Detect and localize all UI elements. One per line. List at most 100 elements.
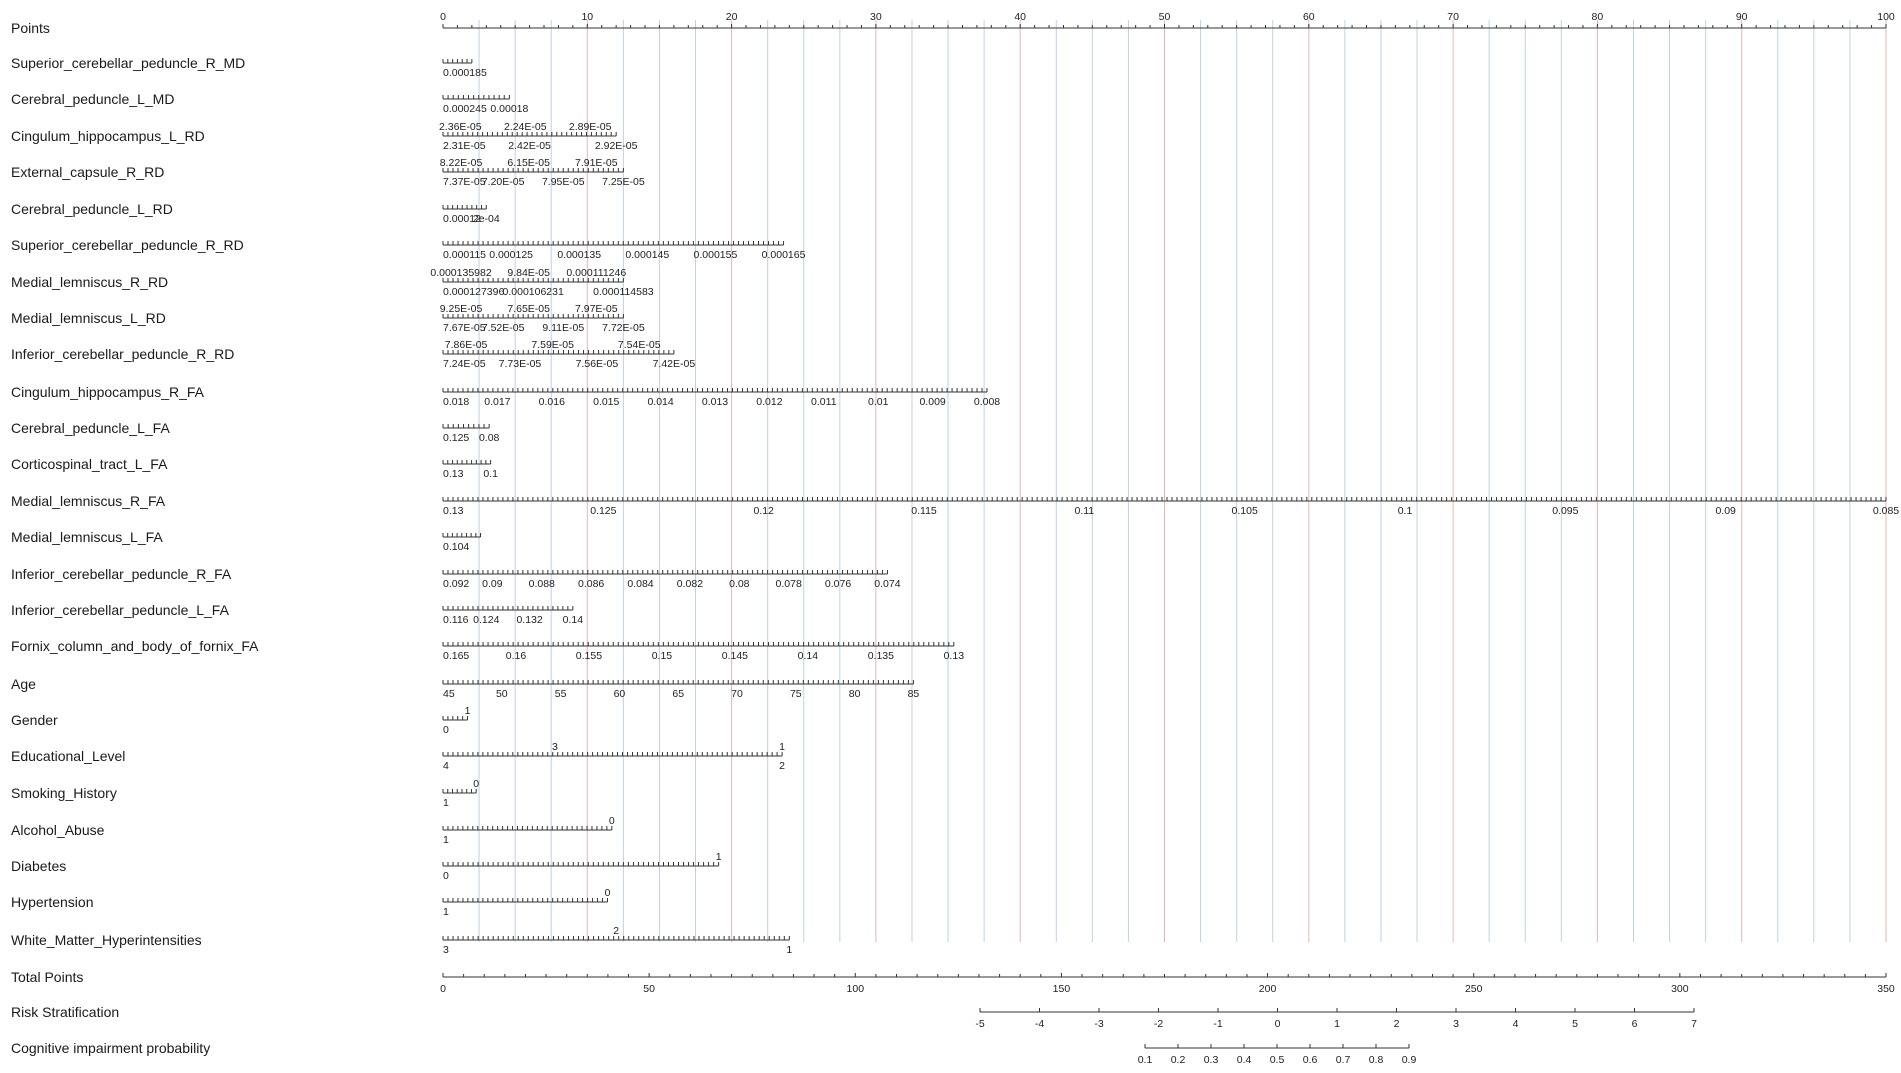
variable-label: Superior_cerebellar_peduncle_R_RD: [11, 237, 244, 253]
tick-label-below: 0.000135: [557, 249, 601, 261]
tick-label-below: 0: [443, 870, 449, 882]
row-points: Points 0 10 20 30 40 50 60 70 80 90 100: [11, 11, 1895, 36]
tick-label-below: 0.1: [1398, 505, 1413, 517]
row-age: Age 45 50 55 60 65 70 75 80 85: [11, 676, 919, 700]
tick-label: 0.5: [1270, 1054, 1285, 1066]
tick-label: 0.7: [1336, 1054, 1351, 1066]
tick-label-above: 2.89E-05: [569, 121, 612, 133]
tick-label-below: 0.15: [652, 650, 673, 662]
tick-label: 6: [1632, 1018, 1638, 1030]
tick-label-below: 0.00018: [490, 103, 528, 115]
variable-label: Smoking_History: [11, 785, 117, 801]
row-cingulum-hippocampus-l-rd: Cingulum_hippocampus_L_RD 2.31E-05 2.42E-0…: [11, 121, 638, 152]
row-cognitive-impairment-probability: Cognitive impairment probability 0.1 0.2 0.…: [11, 1040, 1416, 1066]
tick-label-below: 0.155: [576, 650, 602, 662]
tick-label-below: 7.25E-05: [602, 176, 645, 188]
tick-label: 350: [1877, 983, 1895, 995]
tick-label: 200: [1259, 983, 1277, 995]
tick-label-above: 3: [552, 741, 558, 753]
tick-label-above: 7.91E-05: [575, 157, 618, 169]
variable-label: Cingulum_hippocampus_R_FA: [11, 384, 205, 400]
tick-label-below: 7.72E-05: [602, 322, 645, 334]
tick-label-below: 0.017: [484, 396, 510, 408]
row-superior-cerebellar-peduncle-r-rd: Superior_cerebellar_peduncle_R_RD 0.00011…: [11, 237, 806, 261]
tick-label: 0.3: [1204, 1054, 1219, 1066]
tick-label-below: 0.145: [722, 650, 748, 662]
tick-label: 90: [1736, 11, 1748, 23]
tick-label-below: 0.12: [753, 505, 774, 517]
tick-label: 4: [1513, 1018, 1519, 1030]
variable-label: Hypertension: [11, 894, 94, 910]
tick-label-below: 0.08: [479, 432, 500, 444]
tick-label: 150: [1053, 983, 1071, 995]
tick-label-below: 9.11E-05: [542, 322, 584, 334]
tick-label-above: 2.36E-05: [439, 121, 482, 133]
tick-label-below: 0.11: [1074, 505, 1094, 517]
tick-label-below: 7.56E-05: [576, 358, 619, 370]
tick-label-below: 0.078: [776, 578, 802, 590]
row-cerebral-peduncle-l-fa: Cerebral_peduncle_L_FA 0.125 0.08: [11, 420, 500, 444]
variable-label: Fornix_column_and_body_of_fornix_FA: [11, 638, 259, 654]
row-diabetes: Diabetes 0 1: [11, 851, 722, 882]
tick-label-below: 7.42E-05: [653, 358, 696, 370]
tick-label-below: 0.104: [443, 541, 469, 553]
tick-label: 3: [1453, 1018, 1459, 1030]
tick-label-below: 2.31E-05: [443, 140, 486, 152]
tick-label-below: 85: [908, 688, 920, 700]
tick-label-below: 0: [443, 724, 449, 736]
tick-label-below: 0.018: [443, 396, 469, 408]
tick-label-below: 0.008: [974, 396, 1000, 408]
row-cerebral-peduncle-l-md: Cerebral_peduncle_L_MD 0.000245 0.00018: [11, 91, 529, 115]
tick-label-below: 3: [443, 944, 449, 956]
tick-label: 40: [1014, 11, 1026, 23]
tick-label-below: 2.42E-05: [508, 140, 551, 152]
variable-label: External_capsule_R_RD: [11, 164, 164, 180]
variable-label: Cognitive impairment probability: [11, 1040, 210, 1056]
row-cingulum-hippocampus-r-fa: Cingulum_hippocampus_R_FA 0.018 0.017 0.016…: [11, 384, 1000, 408]
tick-label-above: 9.84E-05: [507, 267, 550, 279]
tick-label-below: 0.014: [647, 396, 673, 408]
tick-label-below: 2e-04: [473, 213, 500, 225]
tick-label-below: 1: [443, 834, 449, 846]
tick-label-below: 0.013: [702, 396, 728, 408]
variable-label: Inferior_cerebellar_peduncle_R_RD: [11, 346, 234, 362]
variable-label: Educational_Level: [11, 748, 125, 764]
tick-label-below: 0.08: [729, 578, 750, 590]
grid-lines: [478, 20, 1887, 942]
tick-label: 0.1: [1138, 1054, 1153, 1066]
variable-label: Points: [11, 20, 50, 36]
tick-label-above: 1: [716, 851, 722, 863]
row-medial-lemniscus-r-fa: Medial_lemniscus_R_FA 0.13 0.125 0.12 0.115 0…: [11, 493, 1899, 517]
tick-label-below: 70: [731, 688, 743, 700]
tick-label-above: 7.97E-05: [575, 303, 618, 315]
variable-label: Cerebral_peduncle_L_FA: [11, 420, 170, 436]
tick-label-below: 0.135: [868, 650, 894, 662]
tick-label-below: 0.000155: [694, 249, 738, 261]
tick-label-above: 7.54E-05: [618, 339, 661, 351]
tick-label: 0.9: [1402, 1054, 1417, 1066]
tick-label-below: 0.124: [473, 614, 499, 626]
tick-label: 0.4: [1237, 1054, 1252, 1066]
tick-label: 0: [440, 11, 446, 23]
tick-label: 300: [1671, 983, 1689, 995]
tick-label-below: 0.09: [482, 578, 503, 590]
variable-label: Inferior_cerebellar_peduncle_L_FA: [11, 602, 230, 618]
tick-label-below: 0.125: [590, 505, 616, 517]
row-inferior-cerebellar-peduncle-r-rd: Inferior_cerebellar_peduncle_R_RD 7.24E-0…: [11, 339, 695, 370]
tick-label-below: 0.074: [874, 578, 900, 590]
tick-label-below: 0.082: [677, 578, 703, 590]
tick-label-below: 0.086: [578, 578, 604, 590]
tick-label-below: 0.14: [798, 650, 819, 662]
tick-label: 50: [1159, 11, 1171, 23]
variable-label: Alcohol_Abuse: [11, 822, 105, 838]
tick-label-below: 0.000125: [489, 249, 533, 261]
tick-label-above: 6.15E-05: [507, 157, 550, 169]
tick-label-above: 0: [473, 778, 479, 790]
tick-label-above: 1: [779, 741, 785, 753]
tick-label-below: 0.165: [443, 650, 469, 662]
tick-label-below: 0.000145: [625, 249, 669, 261]
variable-label: Corticospinal_tract_L_FA: [11, 456, 168, 472]
tick-label-above: 2.24E-05: [504, 121, 547, 133]
variable-label: Medial_lemniscus_R_FA: [11, 493, 166, 509]
